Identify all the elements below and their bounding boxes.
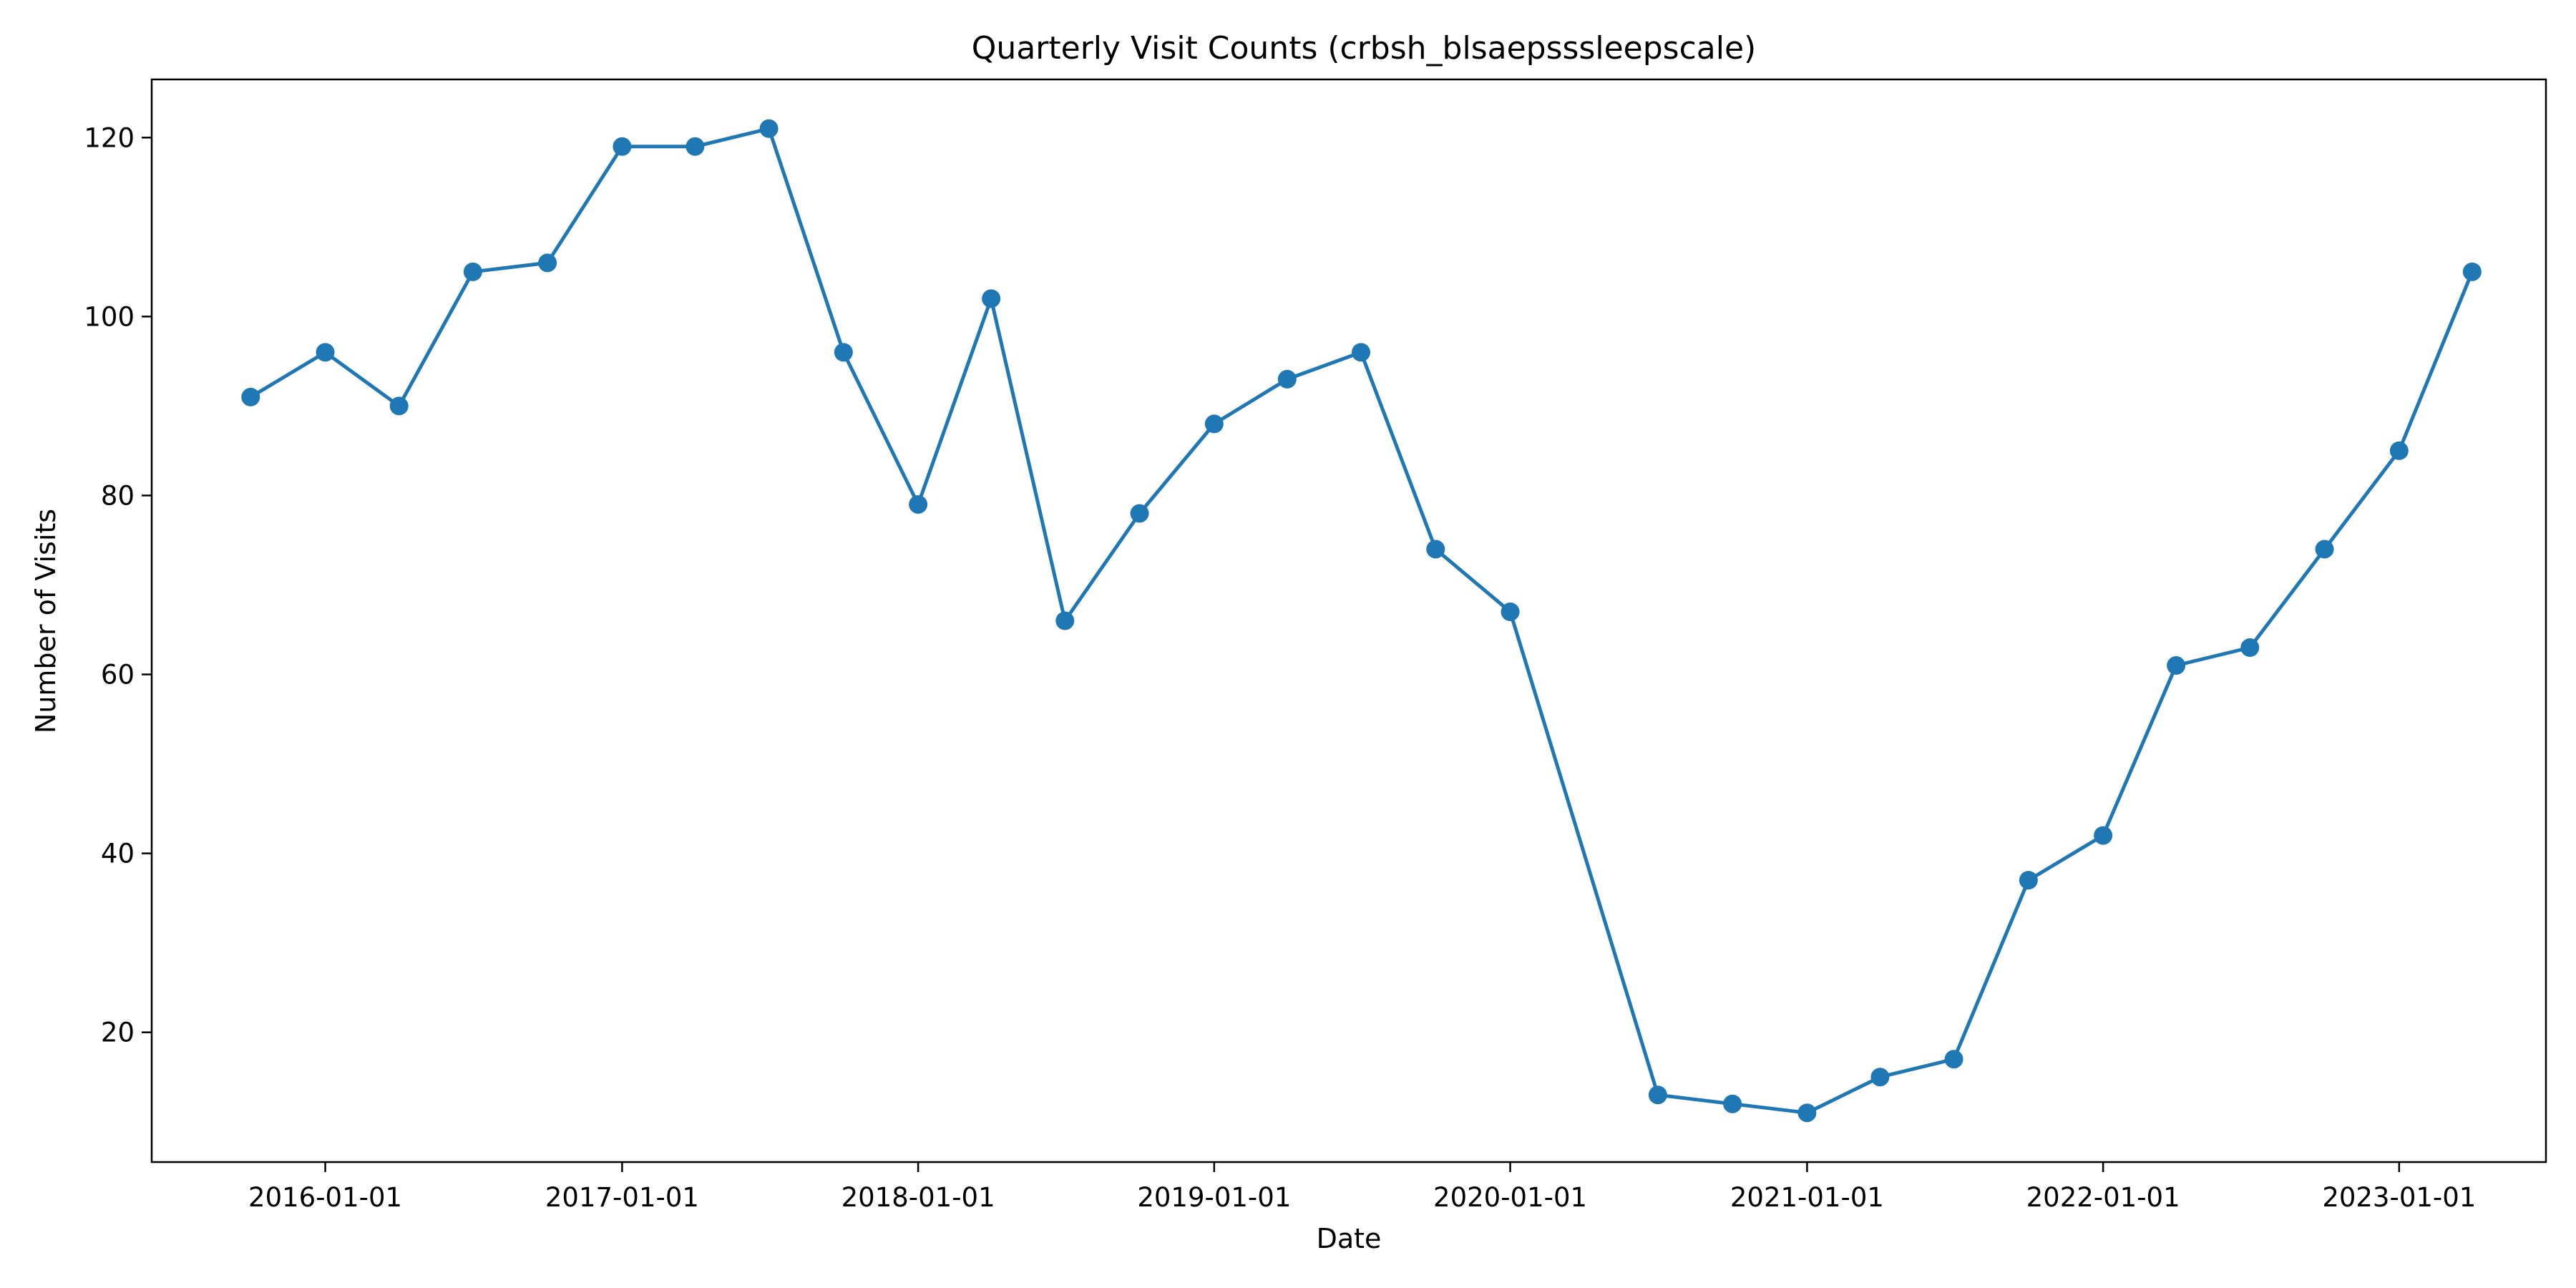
x-axis: 2016-01-01 2017-01-01 2018-01-01 2019-01-01…: [248, 1162, 2476, 1213]
y-tick-label: 40: [101, 839, 135, 869]
data-point: [1426, 540, 1445, 559]
data-point: [241, 387, 260, 406]
data-point: [759, 119, 779, 138]
x-tick-label: 2022-01-01: [2026, 1182, 2180, 1213]
data-point: [389, 396, 409, 416]
data-point: [538, 253, 557, 273]
x-tick-label: 2020-01-01: [1433, 1182, 1587, 1213]
data-point: [2315, 540, 2334, 559]
data-point: [1501, 602, 1520, 621]
data-point: [2462, 262, 2482, 281]
data-point: [1055, 611, 1075, 630]
plot-frame: [150, 78, 2547, 1163]
y-tick-label: 60: [101, 660, 135, 691]
x-axis-label: Date: [1317, 1223, 1382, 1254]
data-point: [1277, 369, 1297, 389]
data-point: [1797, 1103, 1817, 1123]
x-tick-label: 2019-01-01: [1137, 1182, 1291, 1213]
x-tick-label: 2018-01-01: [841, 1182, 995, 1213]
x-tick-label: 2021-01-01: [1730, 1182, 1884, 1213]
data-point: [2094, 826, 2113, 845]
y-axis-label: Number of Visits: [30, 509, 62, 733]
data-point: [982, 289, 1001, 308]
x-tick-label: 2023-01-01: [2322, 1182, 2476, 1213]
data-point: [1204, 414, 1224, 434]
y-tick-label: 20: [101, 1018, 135, 1048]
data-point: [613, 137, 632, 156]
data-point: [1648, 1085, 1667, 1105]
data-point: [2389, 441, 2409, 460]
y-axis: 20 40 60 80 100 120: [84, 122, 152, 1048]
data-point: [2019, 871, 2038, 890]
data-point: [834, 343, 853, 362]
data-point: [1870, 1068, 1890, 1087]
series-markers: [241, 119, 2482, 1123]
data-point: [1723, 1094, 1742, 1113]
y-tick-label: 100: [84, 301, 135, 332]
x-tick-label: 2016-01-01: [248, 1182, 402, 1213]
data-point: [316, 343, 335, 362]
series-line: [248, 127, 2474, 1115]
y-tick-label: 80: [101, 480, 135, 511]
y-tick-label: 120: [84, 122, 135, 153]
data-point: [463, 262, 482, 281]
x-tick-label: 2017-01-01: [545, 1182, 699, 1213]
data-point: [1352, 343, 1371, 362]
data-point: [2167, 656, 2186, 675]
data-point: [2240, 638, 2260, 658]
data-point: [1130, 504, 1149, 523]
chart-title: Quarterly Visit Counts (crbsh_blsaepsssl…: [972, 30, 1756, 67]
data-point: [686, 137, 705, 156]
data-point: [909, 494, 928, 514]
data-point: [1944, 1050, 1963, 1069]
